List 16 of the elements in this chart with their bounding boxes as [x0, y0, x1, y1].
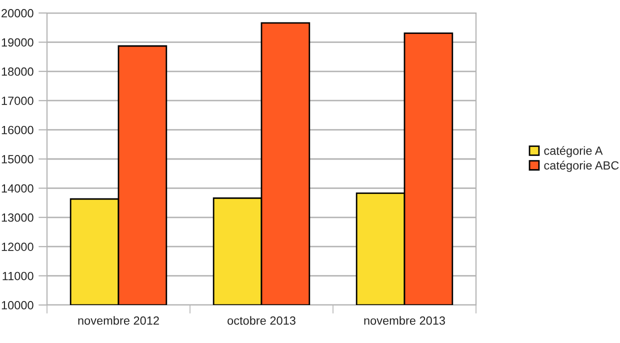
- y-tick-label: 15000: [2, 155, 34, 164]
- x-tick-label: novembre 2012: [78, 316, 159, 325]
- y-tick-label: 11000: [2, 272, 34, 280]
- x-tick-label: novembre 2013: [364, 316, 446, 325]
- y-tick-label: 14000: [2, 184, 34, 193]
- legend-label: catégorie ABC: [544, 160, 619, 172]
- y-tick-label: 12000: [2, 242, 34, 251]
- y-tick-label: 17000: [2, 96, 34, 105]
- y-tick-label: 20000: [2, 9, 34, 18]
- y-tick-label: 13000: [2, 213, 34, 222]
- y-tick-label: 18000: [2, 67, 34, 76]
- y-tick-label: 10000: [2, 301, 34, 310]
- legend-label: catégorie A: [544, 146, 603, 158]
- y-tick-label: 16000: [2, 126, 34, 134]
- x-tick-label: octobre 2013: [228, 316, 296, 325]
- y-tick-label: 19000: [2, 38, 34, 47]
